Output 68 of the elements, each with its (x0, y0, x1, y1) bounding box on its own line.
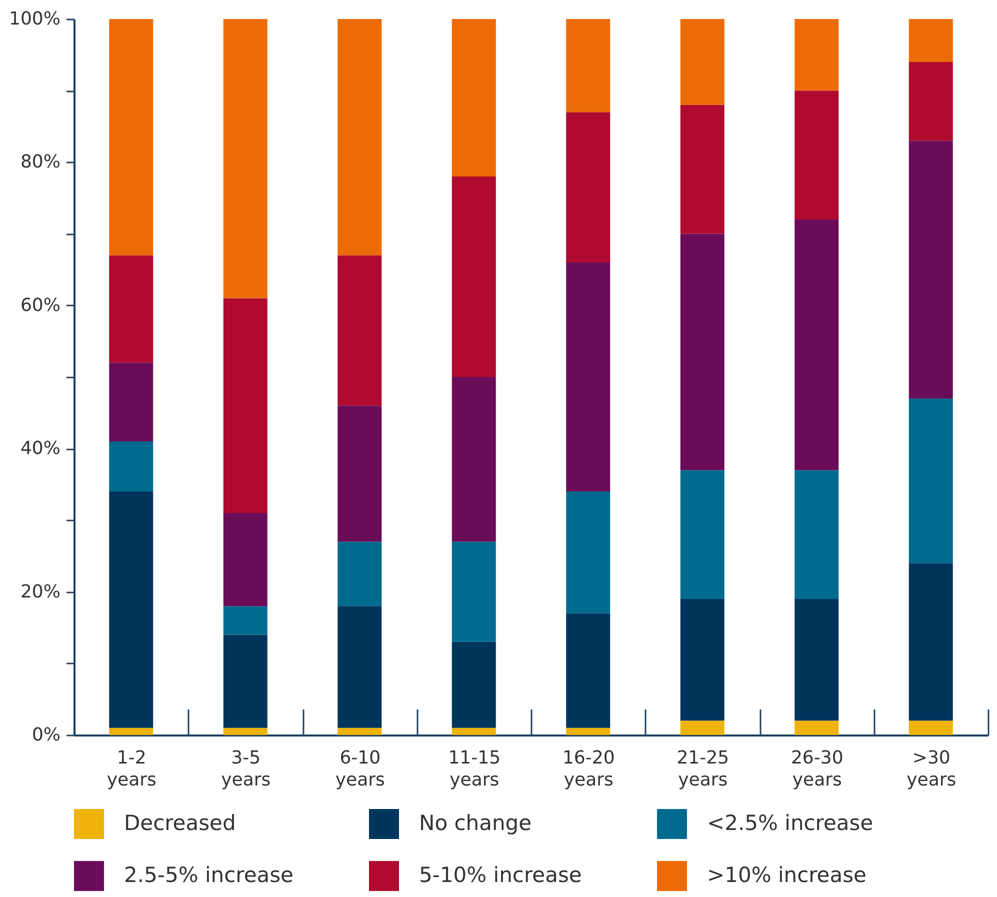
bar (223, 19, 268, 298)
bar (794, 598, 839, 721)
bar (223, 298, 268, 514)
y-tick-label: 60% (20, 294, 60, 316)
bar (794, 19, 839, 91)
legend-label: No change (419, 811, 532, 835)
bar (109, 492, 154, 728)
bar (109, 19, 154, 256)
x-tick-label: 11-15 years (448, 748, 501, 790)
bar (794, 219, 839, 470)
bar (794, 720, 839, 735)
x-tick-label: 26-30 years (790, 748, 844, 790)
y-tick-label: 20% (20, 581, 60, 602)
bar (109, 362, 154, 442)
bar (566, 492, 610, 614)
bar (566, 262, 610, 492)
bar (109, 255, 154, 363)
bar (908, 62, 953, 141)
bar (338, 606, 382, 728)
bar (908, 19, 953, 62)
bar (794, 470, 839, 599)
bar (109, 728, 154, 735)
bar (680, 234, 724, 470)
bar (566, 112, 610, 262)
bar (566, 728, 610, 735)
bar (223, 606, 268, 635)
bar (338, 542, 382, 606)
bar (452, 19, 496, 177)
bar (566, 19, 610, 112)
bar (452, 728, 496, 735)
bar (794, 90, 839, 220)
bar (908, 398, 953, 564)
legend-label: <2.5% increase (707, 811, 874, 835)
bar (680, 470, 724, 599)
x-tick-label: 21-25 years (676, 748, 730, 790)
bar (680, 720, 724, 735)
bar (223, 728, 268, 735)
bar (680, 598, 724, 721)
x-tick-label: 3-5 years (221, 748, 271, 790)
bar (109, 441, 154, 492)
y-tick-label: 100% (9, 8, 60, 30)
bar (452, 377, 496, 542)
x-tick-label: >30 years (906, 748, 956, 790)
x-tick-label: 1-2 years (106, 748, 156, 790)
y-tick-label: 80% (20, 152, 60, 173)
bar (566, 613, 610, 728)
x-tick-label: 6-10 years (335, 748, 385, 790)
legend-label: >10% increase (707, 863, 866, 887)
bar (338, 19, 382, 256)
bar (338, 728, 382, 735)
bar (908, 720, 953, 735)
legend-label: 2.5-5% increase (124, 863, 294, 887)
bar (452, 176, 496, 377)
bar (908, 563, 953, 721)
legend-label: Decreased (124, 811, 236, 835)
bar (680, 19, 724, 105)
legend-label: 5-10% increase (419, 863, 582, 887)
bar (338, 255, 382, 406)
bar (680, 104, 724, 234)
y-tick-label: 0% (32, 724, 60, 746)
bar (338, 406, 382, 542)
x-tick-label: 16-20 years (562, 748, 615, 790)
bar (452, 542, 496, 642)
bar (223, 634, 268, 728)
y-tick-label: 40% (20, 438, 60, 460)
bar (452, 642, 496, 728)
bar (223, 513, 268, 606)
bar (908, 140, 953, 398)
